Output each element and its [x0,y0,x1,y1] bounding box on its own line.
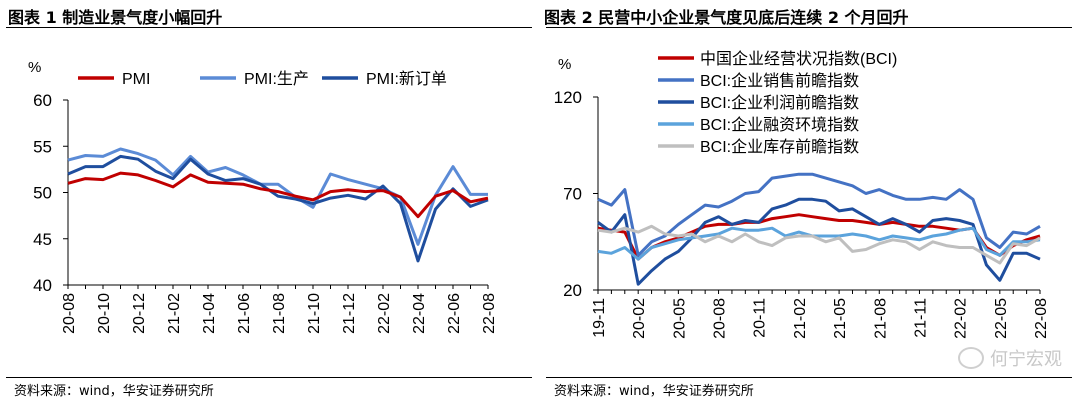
legend-label: BCI:企业融资环境指数 [700,115,859,134]
series-line [67,171,489,219]
x-tick-label: 22-02 [953,298,970,339]
right-line-chart: % 20 70 120 19-11 20-02 20-05 20-08 20-11 21-02 21… [554,50,1050,339]
right-chart-title: 图表 2 民营中小企业景气度见底后连续 2 个月回升 [544,8,909,27]
x-tick-label: 20-02 [631,298,648,339]
legend-label: PMI:生产 [244,70,309,88]
series-line [597,172,1041,257]
y-tick-label: 60 [33,91,52,110]
legend-label: BCI:企业销售前瞻指数 [700,72,859,90]
x-tick-label: 20-08 [712,298,729,339]
left-top-rule [6,27,532,28]
y-tick-label: 120 [554,88,582,107]
x-tick-label: 21-04 [201,293,218,334]
x-tick-label: 21-12 [341,293,358,334]
legend-label: PMI [122,71,150,88]
x-tick-label: 21-02 [166,293,183,334]
x-tick-label: 21-02 [792,298,809,339]
left-chart-panel: 图表 1 制造业景气度小幅回升 % 40 45 50 55 60 20-08 20-10 20-… [6,8,532,399]
x-tick-label: 22-08 [1033,298,1050,339]
x-tick-label: 20-10 [96,293,113,334]
left-bottom-rule [6,377,532,378]
y-unit-label: % [28,59,41,76]
x-tick-label: 20-12 [131,293,148,334]
right-bottom-rule [546,377,1072,378]
x-tick-label: 21-06 [236,293,253,334]
series-line [597,197,1041,286]
left-line-chart: % 40 45 50 55 60 20-08 20-10 20-12 21-02 21-04 21-0… [28,59,498,334]
legend-label: PMI:新订单 [366,70,447,88]
x-tick-label: 22-04 [411,293,428,334]
y-tick-label: 40 [33,276,52,295]
x-tick-label: 22-05 [993,298,1010,339]
series-line [67,154,489,263]
y-tick-label: 55 [33,137,52,156]
y-tick-label: 45 [33,230,52,249]
x-tick-label: 20-08 [61,293,78,334]
x-tick-label: 22-06 [446,293,463,334]
right-top-rule [546,27,1072,28]
x-tick-label: 21-11 [912,298,929,338]
right-source-note: 资料来源：wind，华安证券研究所 [554,384,754,399]
legend-label: BCI:企业库存前瞻指数 [700,138,859,156]
y-tick-label: 70 [563,185,582,204]
series-line [67,147,488,246]
wechat-icon [958,347,984,369]
x-tick-label: 21-10 [306,293,323,334]
watermark: 何宁宏观 [958,345,1062,371]
left-source-note: 资料来源：wind，华安证券研究所 [14,384,214,399]
x-tick-label: 21-05 [832,298,849,339]
y-tick-label: 20 [563,281,582,300]
y-tick-label: 50 [33,184,52,203]
left-chart-title: 图表 1 制造业景气度小幅回升 [8,8,223,27]
series-line [597,226,1041,261]
x-tick-label: 22-08 [481,293,498,334]
legend-label: 中国企业经营状况指数(BCI) [700,50,897,68]
x-tick-label: 22-02 [376,293,393,334]
legend-label: BCI:企业利润前瞻指数 [700,94,859,112]
x-tick-label: 20-11 [752,298,769,338]
watermark-text: 何宁宏观 [990,349,1062,370]
x-tick-label: 20-05 [671,298,688,339]
series-line [597,224,1041,265]
y-unit-label: % [558,56,571,73]
x-tick-label: 21-08 [271,293,288,334]
x-tick-label: 21-08 [872,298,889,339]
x-tick-label: 19-11 [591,298,608,338]
right-chart-panel: 图表 2 民营中小企业景气度见底后连续 2 个月回升 % 20 70 120 19-11… [540,0,1080,405]
